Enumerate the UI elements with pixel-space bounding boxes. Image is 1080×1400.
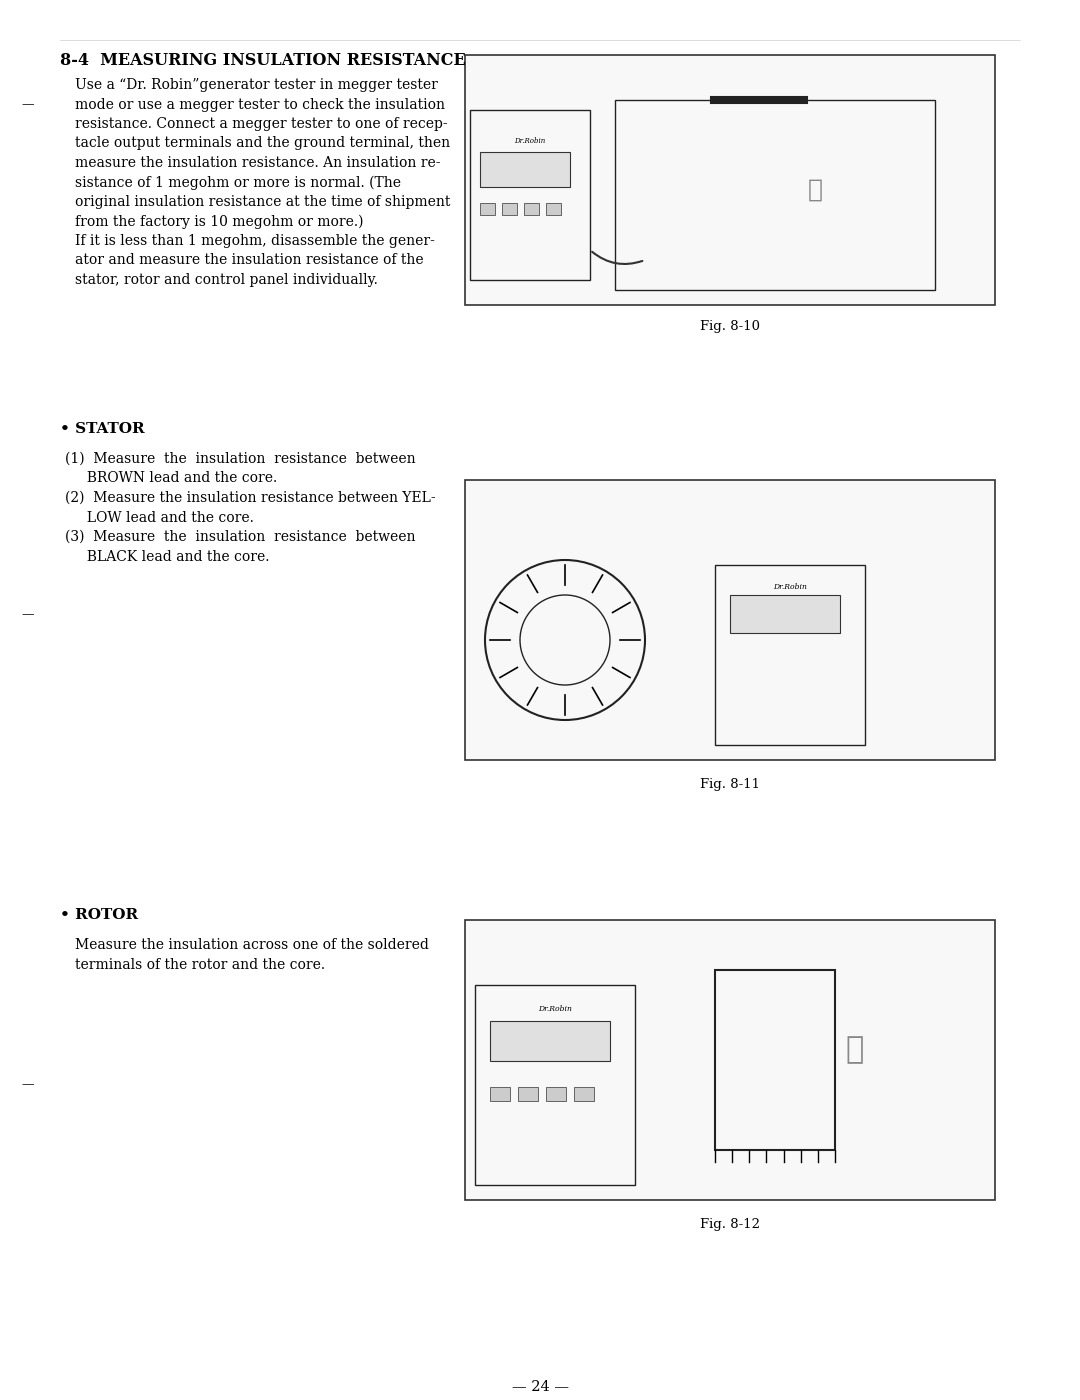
Text: Fig. 8-12: Fig. 8-12 xyxy=(700,1218,760,1231)
Bar xyxy=(475,986,635,1184)
Text: Dr.Robin: Dr.Robin xyxy=(538,1005,572,1014)
Text: —: — xyxy=(22,98,35,112)
Text: BROWN lead and the core.: BROWN lead and the core. xyxy=(65,472,278,486)
Text: tacle output terminals and the ground terminal, then: tacle output terminals and the ground te… xyxy=(75,137,450,151)
Text: 🤲: 🤲 xyxy=(846,1036,864,1064)
Text: • ROTOR: • ROTOR xyxy=(60,909,138,923)
Bar xyxy=(715,566,865,745)
Text: ✋: ✋ xyxy=(808,178,823,202)
Text: Fig. 8-10: Fig. 8-10 xyxy=(700,321,760,333)
Text: (3)  Measure  the  insulation  resistance  between: (3) Measure the insulation resistance be… xyxy=(65,531,416,545)
Text: stator, rotor and control panel individually.: stator, rotor and control panel individu… xyxy=(75,273,378,287)
Text: Use a “Dr. Robin”generator tester in megger tester: Use a “Dr. Robin”generator tester in meg… xyxy=(75,78,437,92)
Bar xyxy=(470,111,590,280)
Text: — 24 —: — 24 — xyxy=(512,1380,568,1394)
Text: • STATOR: • STATOR xyxy=(60,421,145,435)
Text: Dr.Robin: Dr.Robin xyxy=(773,582,807,591)
Text: LOW lead and the core.: LOW lead and the core. xyxy=(65,511,254,525)
Text: resistance. Connect a megger tester to one of recep-: resistance. Connect a megger tester to o… xyxy=(75,118,447,132)
Text: If it is less than 1 megohm, disassemble the gener-: If it is less than 1 megohm, disassemble… xyxy=(75,234,435,248)
Text: BLACK lead and the core.: BLACK lead and the core. xyxy=(65,550,270,564)
Bar xyxy=(465,480,995,760)
Bar xyxy=(524,203,539,216)
Text: 8-4  MEASURING INSULATION RESISTANCE: 8-4 MEASURING INSULATION RESISTANCE xyxy=(60,52,465,69)
FancyArrow shape xyxy=(711,97,807,104)
Bar xyxy=(546,203,561,216)
Text: (2)  Measure the insulation resistance between YEL-: (2) Measure the insulation resistance be… xyxy=(65,491,435,505)
Text: —: — xyxy=(22,1078,35,1092)
Text: (1)  Measure  the  insulation  resistance  between: (1) Measure the insulation resistance be… xyxy=(65,452,416,466)
Text: Fig. 8-11: Fig. 8-11 xyxy=(700,778,760,791)
Bar xyxy=(518,1086,538,1100)
Text: ator and measure the insulation resistance of the: ator and measure the insulation resistan… xyxy=(75,253,423,267)
Bar xyxy=(502,203,517,216)
Text: original insulation resistance at the time of shipment: original insulation resistance at the ti… xyxy=(75,195,450,209)
Text: measure the insulation resistance. An insulation re-: measure the insulation resistance. An in… xyxy=(75,155,441,169)
Bar xyxy=(730,595,840,633)
Bar xyxy=(546,1086,566,1100)
Text: Dr.Robin: Dr.Robin xyxy=(514,137,545,144)
Bar xyxy=(490,1021,610,1061)
Bar xyxy=(715,970,835,1149)
Text: terminals of the rotor and the core.: terminals of the rotor and the core. xyxy=(75,958,325,972)
Bar xyxy=(480,203,495,216)
Bar xyxy=(490,1086,510,1100)
Bar xyxy=(465,55,995,305)
Bar xyxy=(480,151,570,186)
Text: —: — xyxy=(22,609,35,622)
Text: Measure the insulation across one of the soldered: Measure the insulation across one of the… xyxy=(75,938,429,952)
Text: mode or use a megger tester to check the insulation: mode or use a megger tester to check the… xyxy=(75,98,445,112)
Text: sistance of 1 megohm or more is normal. (The: sistance of 1 megohm or more is normal. … xyxy=(75,175,401,190)
Bar xyxy=(615,99,935,290)
Bar xyxy=(465,920,995,1200)
Bar xyxy=(573,1086,594,1100)
Text: from the factory is 10 megohm or more.): from the factory is 10 megohm or more.) xyxy=(75,214,364,228)
